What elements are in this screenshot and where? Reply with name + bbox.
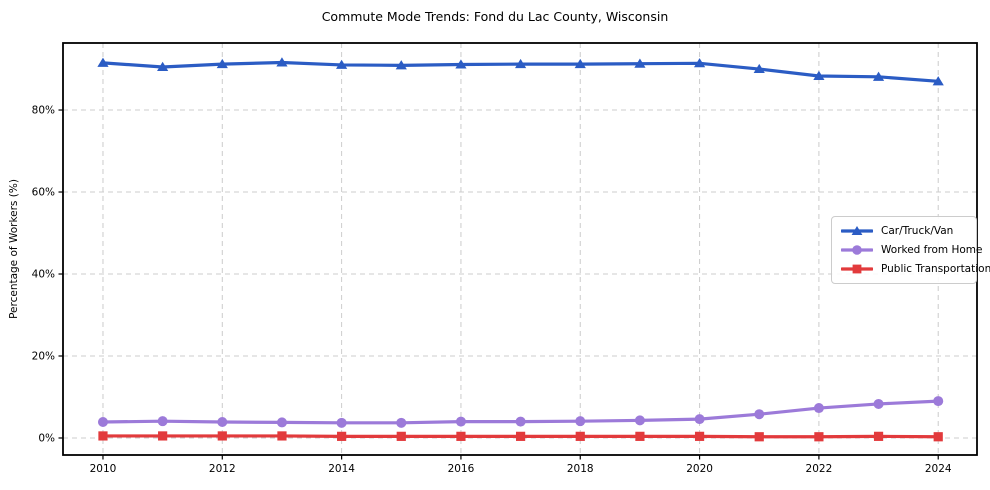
- series-public-transportation: [98, 431, 943, 442]
- x-tick-label: 2022: [806, 463, 833, 475]
- series-worked-from-home: [97, 396, 944, 428]
- series-car-truck-van: [97, 57, 944, 86]
- y-tick-label: 0%: [38, 433, 55, 445]
- axis-ticks: [58, 109, 939, 460]
- x-tick-label: 2024: [925, 463, 952, 475]
- legend-label: Car/Truck/Van: [881, 225, 954, 237]
- y-tick-label: 40%: [32, 269, 55, 281]
- legend-item-worked-from-home: Worked from Home: [841, 244, 982, 256]
- y-tick-label: 20%: [32, 351, 55, 363]
- legend-label: Public Transportation: [881, 263, 990, 275]
- legend-label: Worked from Home: [881, 244, 983, 256]
- legend: Car/Truck/Van Worked from Home Public Tr…: [831, 216, 990, 284]
- legend-sample-line-icon: [841, 264, 873, 274]
- y-tick-label: 60%: [32, 187, 55, 199]
- x-tick-label: 2018: [567, 463, 594, 475]
- legend-sample-line-icon: [841, 226, 873, 235]
- chart-title: Commute Mode Trends: Fond du Lac County,…: [321, 9, 669, 24]
- x-tick-label: 2014: [328, 463, 355, 475]
- axis-tick-labels: 2010 2012 2014 2016 2018 2020 2022 2024 0% 20% 40%…: [32, 105, 952, 475]
- x-tick-label: 2010: [90, 463, 117, 475]
- x-tick-label: 2012: [209, 463, 236, 475]
- y-tick-label: 80%: [32, 105, 55, 117]
- gridlines: [63, 43, 977, 455]
- legend-item-car-truck-van: Car/Truck/Van: [841, 225, 967, 237]
- plot-border: [62, 42, 978, 456]
- x-tick-label: 2020: [686, 463, 713, 475]
- legend-item-public-transportation: Public Transportation: [841, 263, 990, 275]
- legend-sample-line-icon: [841, 245, 873, 255]
- x-tick-label: 2016: [448, 463, 475, 475]
